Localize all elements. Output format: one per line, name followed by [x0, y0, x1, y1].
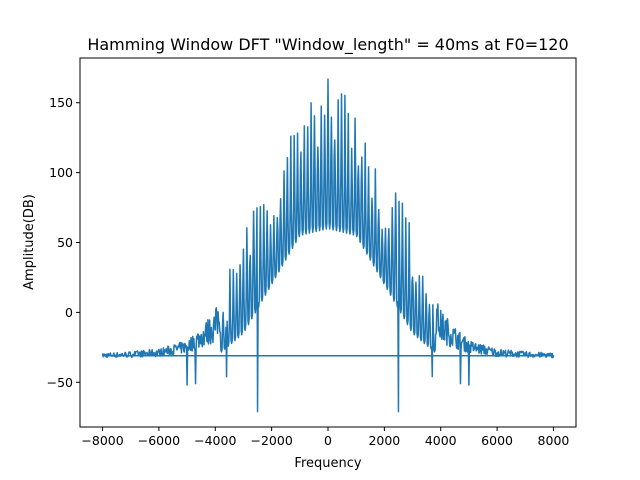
x-tick-label: 8000: [538, 433, 570, 448]
x-tick-label: −8000: [81, 433, 123, 448]
x-tick-label: 2000: [368, 433, 400, 448]
x-tick-label: −2000: [250, 433, 292, 448]
x-tick-label: −6000: [138, 433, 180, 448]
x-axis: −8000 −6000 −4000 −2000 0 2000 4000 6000 8000: [81, 427, 569, 448]
y-tick-label: 0: [65, 305, 73, 320]
y-tick-label: 150: [49, 95, 73, 110]
y-tick-label: −50: [47, 375, 73, 390]
plot-area: [101, 78, 555, 413]
y-axis-label: Amplitude(DB): [22, 194, 37, 290]
x-tick-label: −4000: [194, 433, 236, 448]
x-axis-label: Frequency: [294, 456, 361, 471]
series-layer: [101, 78, 555, 413]
x-tick-label: 0: [324, 433, 332, 448]
chart-title: Hamming Window DFT "Window_length" = 40m…: [87, 35, 568, 55]
series-line: [101, 78, 555, 413]
y-tick-label: 100: [49, 165, 73, 180]
x-tick-label: 4000: [425, 433, 457, 448]
x-tick-label: 6000: [481, 433, 513, 448]
y-tick-label: 50: [57, 235, 73, 250]
y-axis: −50 0 50 100 150: [47, 95, 80, 390]
